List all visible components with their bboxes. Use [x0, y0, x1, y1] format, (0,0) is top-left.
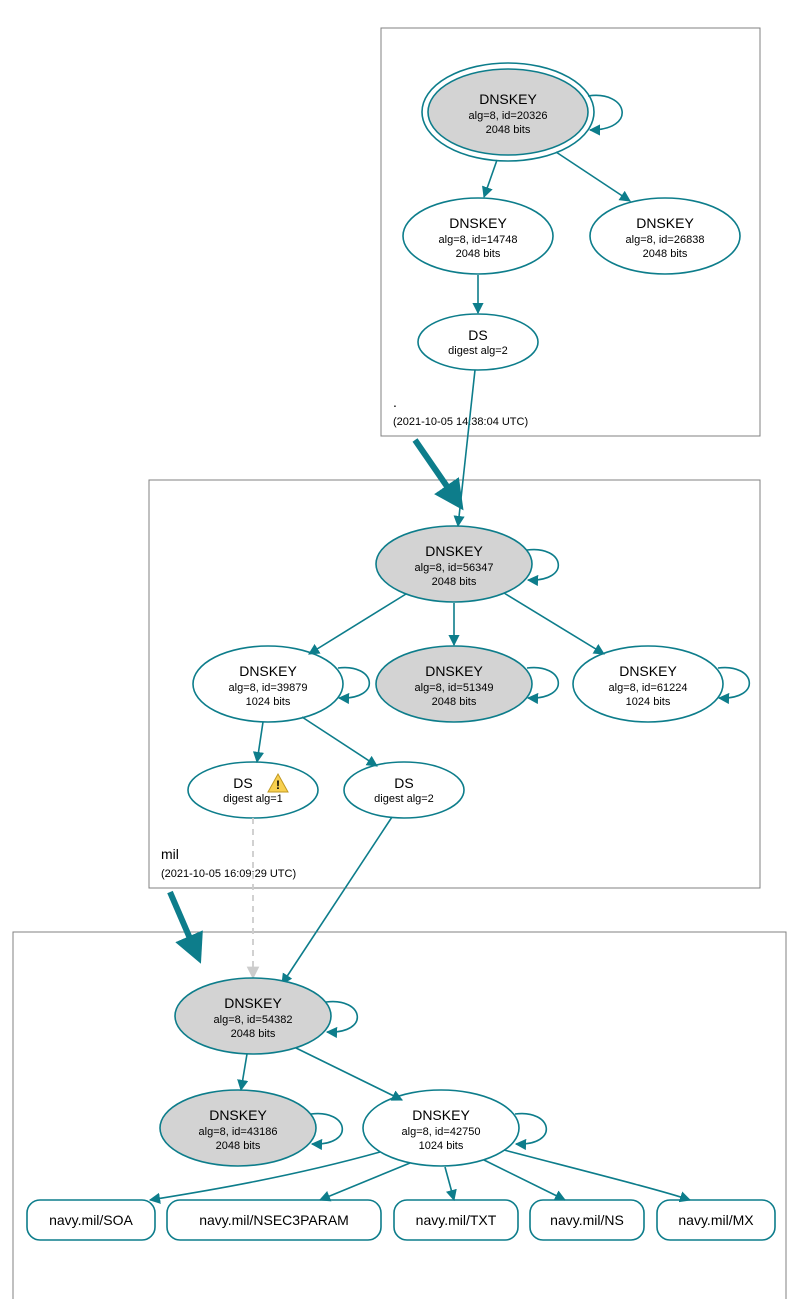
node-label: DS [394, 775, 413, 791]
node-label: 2048 bits [486, 124, 531, 136]
rr-nsec3param: navy.mil/NSEC3PARAM [167, 1200, 381, 1240]
node-label: navy.mil/TXT [416, 1212, 497, 1228]
node-root-ds: DS digest alg=2 [418, 314, 538, 370]
zone-mil-label: mil [161, 846, 179, 862]
node-label: alg=8, id=43186 [199, 1126, 278, 1138]
node-label: alg=8, id=56347 [415, 562, 494, 574]
edge [296, 1048, 402, 1100]
node-label: 2048 bits [456, 248, 501, 260]
edge [484, 160, 497, 197]
node-label: alg=8, id=42750 [402, 1126, 481, 1138]
edge [504, 1150, 690, 1200]
svg-text:!: ! [276, 778, 280, 792]
dnssec-diagram: . (2021-10-05 14:38:04 UTC) mil (2021-10… [0, 0, 800, 1299]
edge [257, 722, 263, 762]
zone-mil-ts: (2021-10-05 16:09:29 UTC) [161, 868, 296, 880]
node-label: 2048 bits [643, 248, 688, 260]
node-mil-39879: DNSKEY alg=8, id=39879 1024 bits [193, 646, 343, 722]
node-label: navy.mil/MX [678, 1212, 754, 1228]
node-label: navy.mil/NSEC3PARAM [199, 1212, 349, 1228]
node-label: digest alg=2 [448, 345, 508, 357]
node-label: digest alg=2 [374, 793, 434, 805]
node-label: 2048 bits [231, 1028, 276, 1040]
edge-rootksk-self [588, 95, 622, 130]
node-label: DNSKEY [425, 663, 483, 679]
edge [504, 593, 604, 654]
node-navy-42750: DNSKEY alg=8, id=42750 1024 bits [363, 1090, 519, 1166]
edge [445, 1167, 454, 1200]
node-root-26838: DNSKEY alg=8, id=26838 2048 bits [590, 198, 740, 274]
node-label: alg=8, id=51349 [415, 682, 494, 694]
node-label: DNSKEY [209, 1107, 267, 1123]
zone-root-ts: (2021-10-05 14:38:04 UTC) [393, 416, 528, 428]
node-mil-61224: DNSKEY alg=8, id=61224 1024 bits [573, 646, 723, 722]
edge [556, 152, 630, 201]
node-label: DNSKEY [239, 663, 297, 679]
node-navy-43186: DNSKEY alg=8, id=43186 2048 bits [160, 1090, 316, 1166]
node-label: 2048 bits [432, 696, 477, 708]
node-label: DNSKEY [479, 91, 537, 107]
zone-root-label: . [393, 394, 397, 410]
node-label: navy.mil/SOA [49, 1212, 133, 1228]
node-label: DNSKEY [619, 663, 677, 679]
node-label: 1024 bits [626, 696, 671, 708]
edge [309, 594, 406, 654]
node-label: DNSKEY [412, 1107, 470, 1123]
edge [241, 1054, 247, 1090]
rr-mx: navy.mil/MX [657, 1200, 775, 1240]
node-label: alg=8, id=39879 [229, 682, 308, 694]
edge-rootds-mil56347 [458, 370, 475, 526]
deleg-root-mil [415, 440, 455, 498]
edge-ds2-navy [282, 817, 392, 984]
rr-ns: navy.mil/NS [530, 1200, 644, 1240]
node-mil-ds2: DS digest alg=2 [344, 762, 464, 818]
node-label: 1024 bits [419, 1140, 464, 1152]
node-label: DNSKEY [449, 215, 507, 231]
node-label: 2048 bits [216, 1140, 261, 1152]
node-root-14748: DNSKEY alg=8, id=14748 2048 bits [403, 198, 553, 274]
node-label: alg=8, id=20326 [469, 110, 548, 122]
node-label: DS [468, 327, 487, 343]
node-label: alg=8, id=26838 [626, 234, 705, 246]
node-label: navy.mil/NS [550, 1212, 624, 1228]
edge [320, 1163, 410, 1200]
edge [302, 717, 377, 766]
node-mil-56347: DNSKEY alg=8, id=56347 2048 bits [376, 526, 532, 602]
node-label: 1024 bits [246, 696, 291, 708]
node-mil-ds1: DS digest alg=1 ! [188, 762, 318, 818]
deleg-mil-navy [170, 892, 195, 950]
node-label: DNSKEY [636, 215, 694, 231]
edge [484, 1160, 565, 1200]
node-label: alg=8, id=54382 [214, 1014, 293, 1026]
node-label: DNSKEY [425, 543, 483, 559]
node-label: 2048 bits [432, 576, 477, 588]
node-label: DS [233, 775, 252, 791]
node-label: digest alg=1 [223, 793, 283, 805]
rr-txt: navy.mil/TXT [394, 1200, 518, 1240]
node-label: DNSKEY [224, 995, 282, 1011]
rr-soa: navy.mil/SOA [27, 1200, 155, 1240]
node-label: alg=8, id=61224 [609, 682, 688, 694]
node-mil-51349: DNSKEY alg=8, id=51349 2048 bits [376, 646, 532, 722]
node-root-ksk: DNSKEY alg=8, id=20326 2048 bits [422, 63, 594, 161]
node-navy-54382: DNSKEY alg=8, id=54382 2048 bits [175, 978, 331, 1054]
node-label: alg=8, id=14748 [439, 234, 518, 246]
